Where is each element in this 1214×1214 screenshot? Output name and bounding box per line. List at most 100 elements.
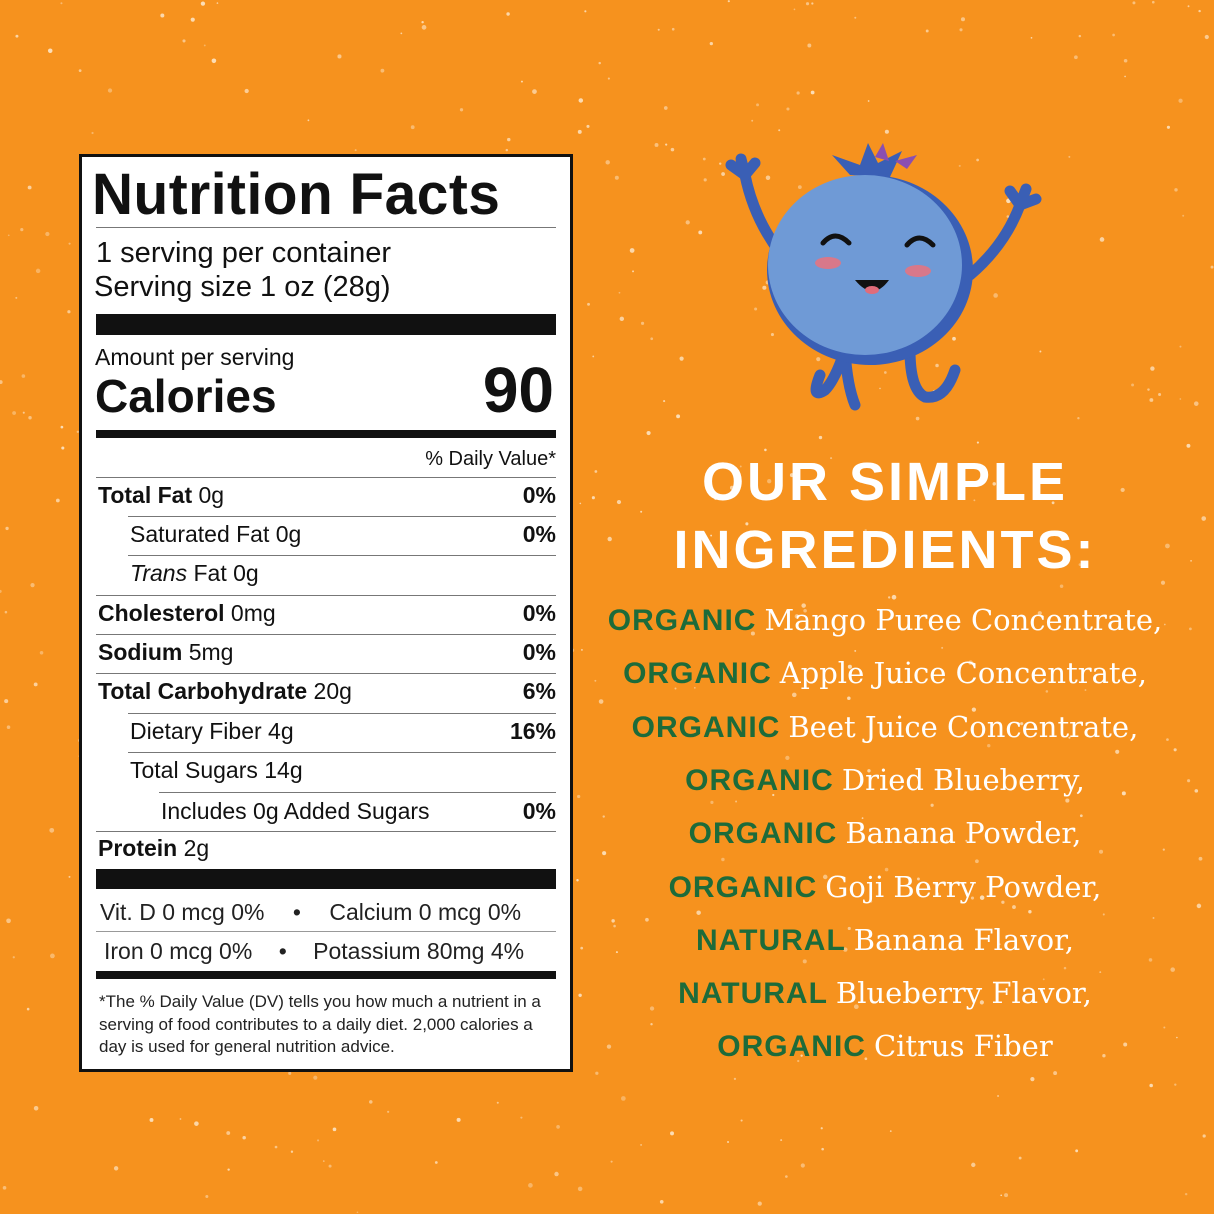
divider [96,477,556,478]
ingredient-text: Mango Puree Concentrate, [764,603,1163,637]
speckle [843,947,848,952]
speckle [149,1118,154,1122]
speckle [1151,0,1155,4]
divider [96,673,556,674]
nutrient-amount: 5mg [188,639,234,665]
speckle [160,13,165,18]
speckle [884,867,889,872]
speckle [976,158,979,162]
servings-per-container: 1 serving per container [96,237,391,269]
speckle [1068,736,1071,739]
speckle [1202,1134,1206,1138]
ingredient-text: Banana Flavor, [853,922,1074,957]
nutrient-daily-value: 0% [522,600,556,626]
speckle [354,149,357,152]
speckle [45,231,50,237]
nutrient-row: Cholesterol 0mg 0% [98,600,556,630]
speckle [650,1023,653,1026]
speckle [778,129,781,132]
nutrient-amount: Fat 0g [193,560,259,586]
nutrient-row: Total Sugars 14g [98,757,556,787]
speckle [721,172,725,176]
speckle [846,990,849,993]
divider [96,595,556,596]
speckle [803,608,807,613]
speckle [754,307,758,311]
speckle [1194,789,1199,793]
speckle [958,164,961,167]
nutrient-name: Cholesterol [98,600,225,626]
speckle [1121,791,1126,796]
speckle [203,44,206,47]
divider [96,931,556,932]
speckle [1060,496,1063,499]
speckle [6,725,11,729]
speckle [1193,401,1199,406]
speckle [1201,516,1207,521]
speckle [20,228,24,232]
speckle [33,682,38,687]
speckle [867,100,870,102]
speckle [663,400,666,403]
speckle [676,414,681,419]
speckle [598,699,604,704]
speckle [1124,75,1126,78]
speckle [1075,1149,1079,1153]
speckle [1004,1193,1009,1198]
ingredient-item: ORGANIC Dried Blueberry, [600,763,1170,798]
speckle [410,125,415,130]
speckle [580,946,584,950]
speckle [646,430,651,436]
speckle [729,485,735,490]
speckle [328,1164,332,1168]
speckle [663,106,668,110]
speckle [1176,1036,1178,1039]
speckle [613,924,616,928]
speckle [821,1147,824,1151]
ingredient-item: ORGANIC Banana Powder, [600,816,1170,851]
speckle [800,1163,805,1168]
ingredient-prefix: ORGANIC [623,657,772,691]
speckle [194,1121,199,1126]
ingredient-text: Dried Blueberry, [841,762,1085,797]
speckle [78,69,82,73]
speckle [1011,832,1015,836]
speckle [797,185,802,189]
ingredient-prefix: ORGANIC [607,604,757,637]
speckle [1098,849,1104,854]
speckle [640,510,643,513]
divider [128,555,556,556]
speckle [1184,1192,1188,1196]
speckle [685,220,690,225]
speckle [216,2,219,4]
speckle [605,160,610,165]
speckle [727,0,730,3]
speckle [933,882,936,885]
speckle [1132,1,1136,5]
speckle [1102,1054,1106,1058]
nutrient-name: Total Sugars 14g [130,757,303,783]
speckle [657,28,660,31]
speckle [891,594,897,600]
speckle [965,839,968,842]
speckle [1174,188,1178,192]
speckle [1148,958,1153,962]
speckle [785,755,790,761]
ingredient-item: ORGANIC Beet Juice Concentrate, [600,710,1170,745]
speckle [820,1127,823,1130]
speckle [577,794,581,799]
speckle [1030,36,1033,39]
nutrient-daily-value: 0% [522,798,556,824]
speckle [182,39,186,43]
speckle [587,302,590,306]
speckle [789,473,794,478]
speckle [1059,584,1064,588]
speckle [993,293,998,298]
nutrient-name: Trans [130,560,188,586]
nutrient-row: Includes 0g Added Sugars 0% [98,798,556,828]
speckle [595,1071,599,1075]
speckle [67,310,71,314]
potassium: Potassium 80mg 4% [313,938,525,964]
speckle [1190,560,1192,562]
speckle [1123,1042,1128,1047]
